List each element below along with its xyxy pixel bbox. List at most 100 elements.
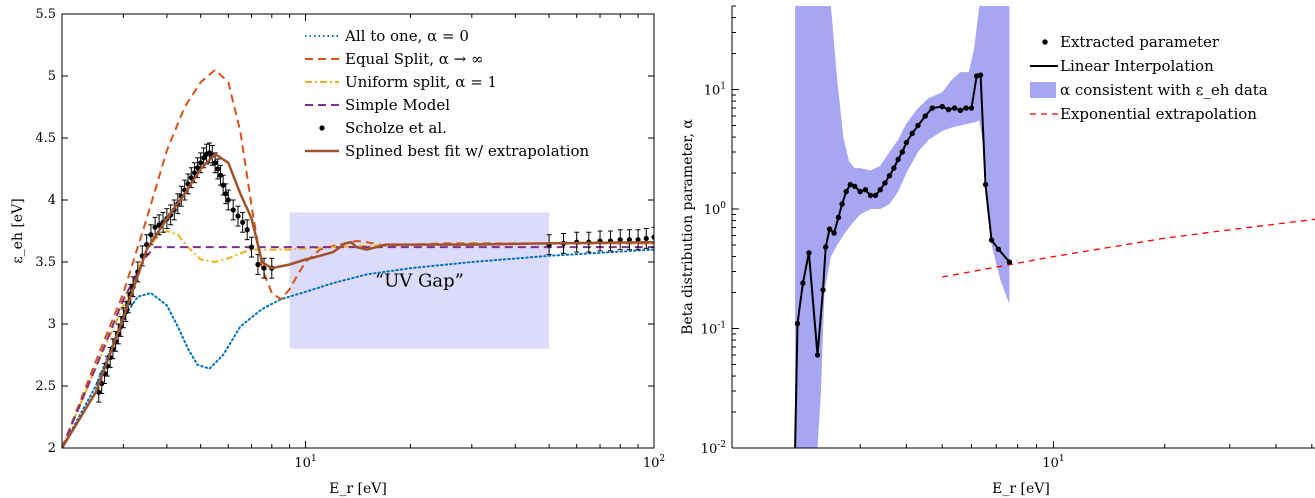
data-point xyxy=(963,105,969,111)
legend-label: Simple Model xyxy=(345,96,450,114)
right-y-axis-label: Beta distribution parameter, α xyxy=(680,119,696,335)
y-tick-label: 3.5 xyxy=(35,255,56,270)
data-point xyxy=(240,219,246,225)
data-point xyxy=(814,352,821,358)
data-point xyxy=(867,192,874,199)
y-tick-label: 4 xyxy=(48,193,56,208)
legend-label: Linear Interpolation xyxy=(1060,57,1214,75)
data-point xyxy=(235,213,241,219)
data-point xyxy=(831,230,837,236)
data-point xyxy=(188,175,194,181)
series-line-0 xyxy=(62,248,654,448)
left-chart: “UV Gap” 2 2.5 3 3.5 4 4.5 5 5.5 101 102 All to o… xyxy=(10,7,665,497)
data-point xyxy=(1006,259,1013,265)
data-point xyxy=(244,227,250,233)
data-point xyxy=(886,173,893,179)
legend-label: α consistent with ε_eh data xyxy=(1060,81,1268,99)
data-point xyxy=(977,72,984,78)
data-point xyxy=(806,250,812,256)
data-point xyxy=(215,166,221,172)
data-point xyxy=(617,237,623,243)
data-point xyxy=(847,181,853,188)
x-tick-label: 101 xyxy=(1042,454,1064,471)
data-point xyxy=(255,261,261,268)
y-tick-label: 2 xyxy=(48,441,56,456)
x-tick-label: 102 xyxy=(643,454,665,471)
legend-marker xyxy=(1042,39,1048,45)
data-point xyxy=(191,170,198,176)
data-point xyxy=(982,181,989,188)
legend-label: Splined best fit w/ extrapolation xyxy=(345,142,590,160)
data-point xyxy=(223,191,229,197)
right-legend: Extracted parameter Linear Interpolation α… xyxy=(1030,33,1268,123)
left-x-axis-label: E_r [eV] xyxy=(329,481,387,497)
series-line-2 xyxy=(942,218,1315,278)
data-point xyxy=(635,237,641,243)
data-point xyxy=(968,105,975,111)
data-point xyxy=(882,180,888,186)
uv-gap-annotation: “UV Gap” xyxy=(375,271,464,292)
data-point xyxy=(903,139,910,146)
data-point xyxy=(626,237,633,243)
data-point xyxy=(651,234,654,240)
data-point xyxy=(862,187,869,193)
data-point xyxy=(939,103,945,110)
right-chart: 10-2 10-1 100 101 101 Extracted parameter Lin… xyxy=(680,5,1315,497)
y-tick-label: 10-1 xyxy=(701,321,726,338)
data-point xyxy=(643,235,649,242)
uv-gap-region xyxy=(289,212,550,349)
data-point xyxy=(995,246,1002,253)
left-axes-frame xyxy=(61,13,655,449)
legend-label: Equal Split, α → ∞ xyxy=(345,50,484,68)
data-point xyxy=(230,207,236,213)
series-line-5 xyxy=(62,152,654,448)
series-line-3 xyxy=(62,246,654,448)
data-point xyxy=(843,188,849,195)
legend-label: All to one, α = 0 xyxy=(344,27,469,45)
data-point xyxy=(895,156,901,163)
alpha-consistent-band xyxy=(795,6,1010,448)
legend-label: Scholze et al. xyxy=(345,119,447,137)
data-point xyxy=(198,160,204,166)
data-point xyxy=(852,183,858,189)
data-point xyxy=(195,165,201,171)
data-point xyxy=(891,165,897,171)
data-point xyxy=(988,237,995,243)
data-point xyxy=(839,201,845,207)
y-tick-label: 5.5 xyxy=(35,7,56,22)
x-tick-label: 101 xyxy=(294,454,316,471)
data-point xyxy=(820,287,826,293)
data-point xyxy=(217,172,224,178)
legend-marker xyxy=(319,125,325,131)
legend-label: Exponential extrapolation xyxy=(1060,105,1257,123)
data-point xyxy=(225,197,231,203)
left-legend: All to one, α = 0 Equal Split, α → ∞ Unifo… xyxy=(305,27,590,160)
extracted-parameter-points xyxy=(794,72,1013,358)
data-point xyxy=(951,105,958,111)
data-point xyxy=(248,244,255,250)
data-point xyxy=(212,160,218,166)
y-tick-label: 3 xyxy=(48,317,56,332)
data-point xyxy=(929,105,935,111)
data-point xyxy=(152,224,158,230)
data-point xyxy=(794,320,801,327)
y-tick-label: 100 xyxy=(704,201,727,218)
data-point xyxy=(220,182,226,188)
data-point xyxy=(945,106,952,113)
data-point xyxy=(261,265,267,271)
data-point xyxy=(148,232,154,238)
data-point xyxy=(899,149,906,155)
legend-label: Uniform split, α = 1 xyxy=(345,73,497,91)
data-point xyxy=(800,280,806,286)
data-point xyxy=(201,155,207,161)
legend-swatch xyxy=(1030,82,1056,98)
legend-label: Extracted parameter xyxy=(1060,33,1220,51)
data-point xyxy=(826,226,833,232)
data-point xyxy=(822,244,829,250)
data-point xyxy=(909,130,915,137)
y-tick-label: 4.5 xyxy=(35,131,56,146)
data-point xyxy=(922,113,928,119)
data-point xyxy=(877,187,883,193)
data-point xyxy=(835,214,842,221)
